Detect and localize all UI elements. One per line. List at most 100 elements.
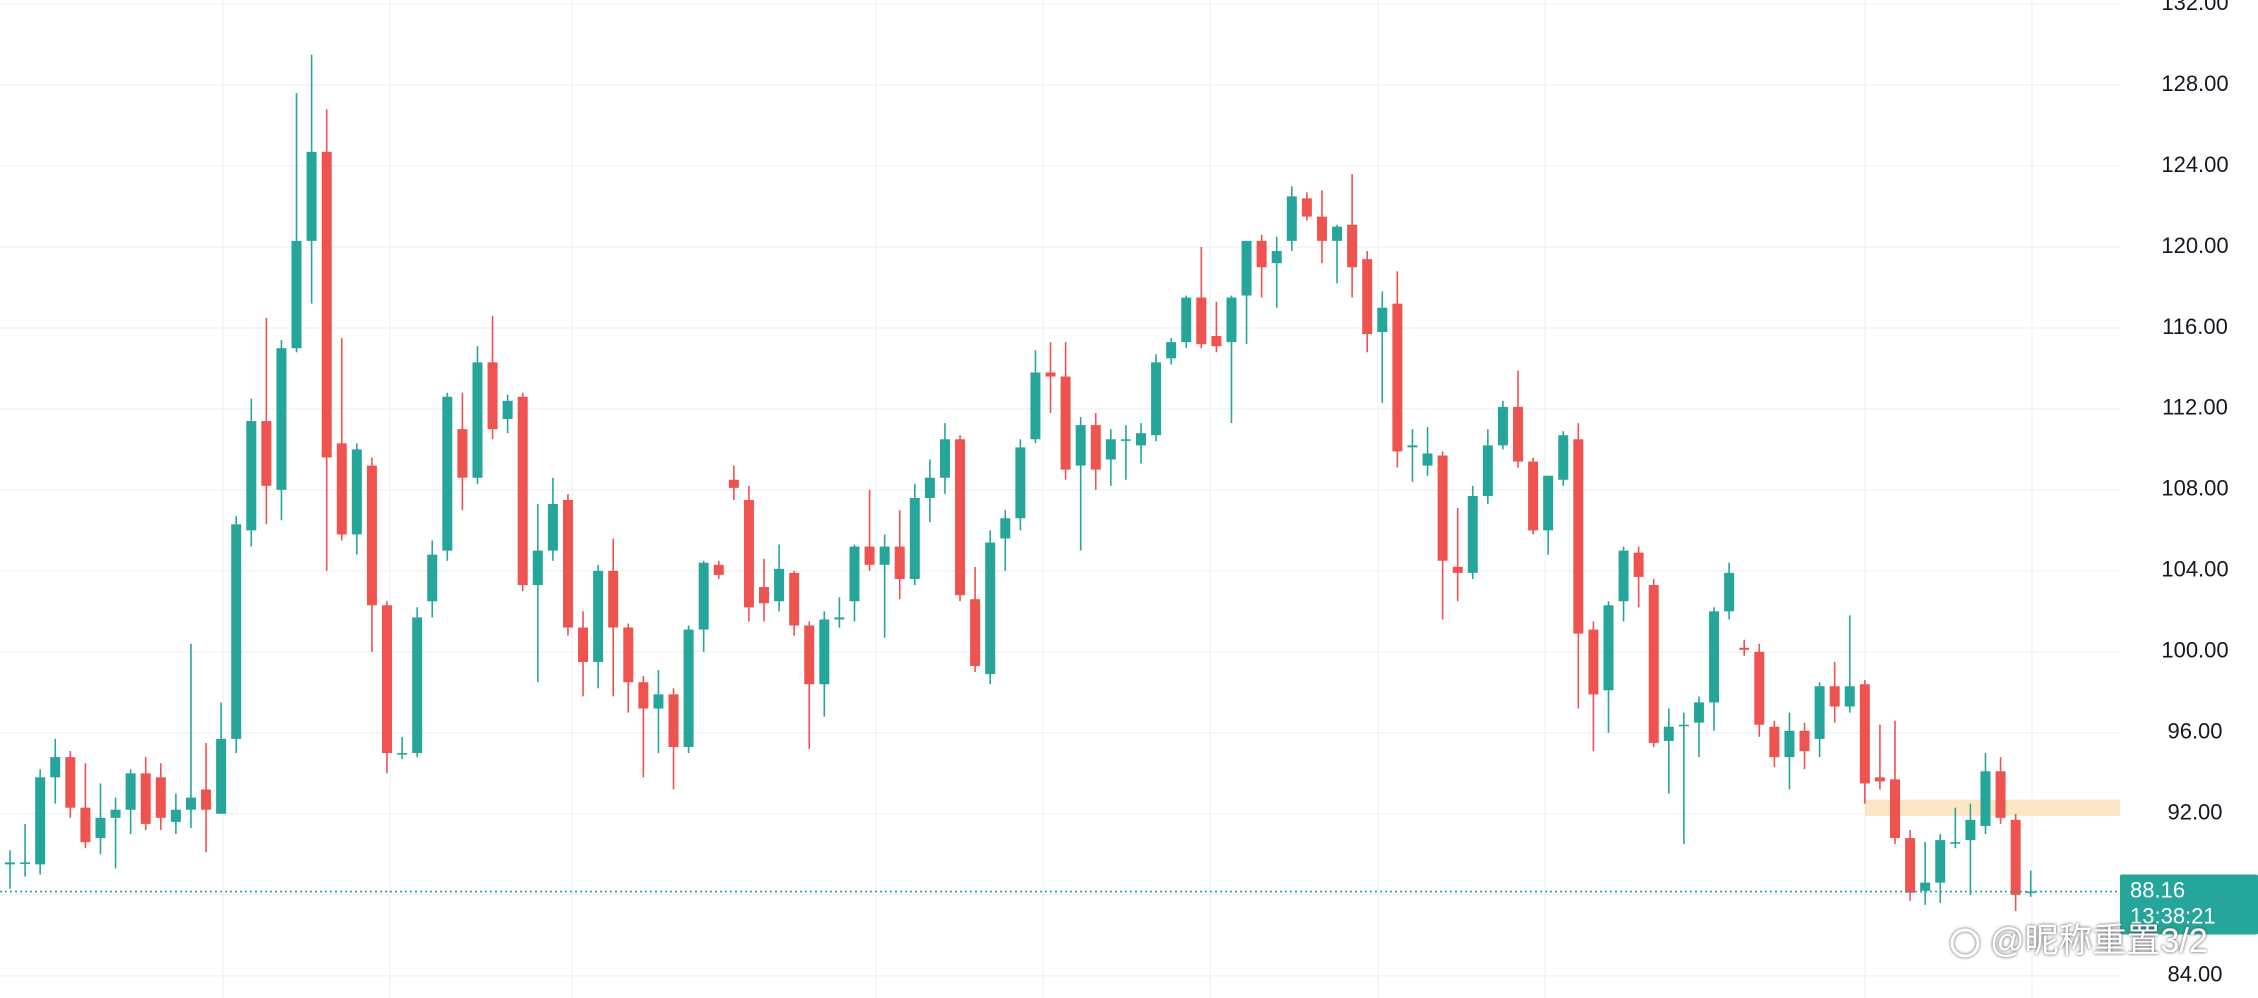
candle-body xyxy=(1965,819,1976,841)
candle-body xyxy=(1648,585,1659,743)
candle-body xyxy=(487,362,498,430)
candle-body xyxy=(1316,216,1327,241)
candle-body xyxy=(502,400,513,420)
candle-body xyxy=(1181,297,1192,343)
candle-body xyxy=(955,439,966,596)
candle-body xyxy=(1528,461,1539,531)
candle-body xyxy=(1196,297,1207,345)
candle-body xyxy=(1784,730,1795,758)
candle-body xyxy=(789,572,800,626)
candle-body xyxy=(728,479,739,488)
candle-body xyxy=(1709,611,1720,703)
candle-body xyxy=(216,738,227,814)
candle-body xyxy=(1558,435,1569,480)
candle-body xyxy=(321,151,332,458)
candle-body xyxy=(1935,840,1946,883)
candle-body xyxy=(1105,439,1116,460)
candle-body xyxy=(804,625,815,685)
y-tick-label: 120.00 xyxy=(2161,233,2228,258)
candle-body xyxy=(1482,445,1493,496)
candle-body xyxy=(1136,433,1146,446)
candle-body xyxy=(231,524,242,739)
candle-body xyxy=(1513,406,1523,462)
y-tick-label: 84.00 xyxy=(2167,962,2222,987)
y-tick-label: 132.00 xyxy=(2161,0,2228,15)
candle-body xyxy=(638,682,649,709)
y-tick-label: 96.00 xyxy=(2167,719,2222,744)
candle-body xyxy=(472,362,483,478)
candle-body xyxy=(1347,224,1358,268)
candle-body xyxy=(970,599,981,667)
candle-body xyxy=(713,564,724,575)
candle-body xyxy=(1015,447,1026,519)
price-axis: 84.0088.0092.0096.00100.00104.00108.0011… xyxy=(2161,0,2228,987)
candle-body xyxy=(397,753,408,755)
candle-body xyxy=(1030,372,1041,440)
candle-body xyxy=(1000,518,1011,539)
horizontal-grid xyxy=(0,3,2120,977)
candle-body xyxy=(894,546,905,579)
y-tick-label: 128.00 xyxy=(2161,71,2228,96)
candle-body xyxy=(1874,777,1885,782)
candle-body xyxy=(819,619,830,685)
candle-body xyxy=(1754,651,1765,725)
candle-body xyxy=(201,789,212,810)
candle-body xyxy=(1362,259,1373,335)
candle-body xyxy=(774,568,785,602)
candle-body xyxy=(35,777,46,865)
price-zone xyxy=(1865,799,2120,816)
candle-body xyxy=(1814,686,1825,739)
candle-body xyxy=(1226,297,1237,343)
candle-body xyxy=(1739,647,1750,650)
last-price-box xyxy=(2120,874,2258,935)
candle-body xyxy=(608,570,619,628)
y-tick-label: 124.00 xyxy=(2161,152,2228,177)
watermark: @昵称重置3/2 xyxy=(1990,922,2208,960)
candle-body xyxy=(412,617,423,754)
candle-body xyxy=(1166,342,1177,359)
candle-body xyxy=(170,809,181,822)
candle-body xyxy=(939,439,950,478)
candle-body xyxy=(562,500,573,628)
candle-body xyxy=(698,562,709,630)
candle-body xyxy=(1693,702,1704,723)
candle-body xyxy=(623,627,634,683)
zone-layer xyxy=(1865,799,2120,816)
candle-body xyxy=(517,396,528,586)
candle-body xyxy=(1905,838,1916,893)
candle-body xyxy=(743,500,754,608)
candle-body xyxy=(276,348,287,490)
candle-body xyxy=(1241,240,1252,296)
candle-body xyxy=(1332,226,1343,241)
candle-body xyxy=(1543,475,1554,531)
candle-body xyxy=(1392,303,1403,452)
candles xyxy=(5,54,2036,911)
candle-body xyxy=(65,757,76,808)
candle-body xyxy=(1075,425,1086,466)
candle-body xyxy=(1497,406,1508,446)
candle-body xyxy=(1467,495,1478,573)
candle-body xyxy=(261,421,272,486)
candle-body xyxy=(1633,552,1644,577)
candle-body xyxy=(125,773,136,810)
candle-body xyxy=(1769,726,1780,758)
vertical-grid xyxy=(222,0,2033,998)
candle-body xyxy=(1678,724,1689,727)
candle-body xyxy=(1256,240,1267,268)
candle-body xyxy=(366,465,377,606)
candle-body xyxy=(1211,336,1222,347)
candle-body xyxy=(427,554,438,602)
candle-body xyxy=(578,627,589,662)
y-tick-label: 108.00 xyxy=(2161,476,2228,501)
candle-body xyxy=(1090,425,1101,470)
candle-body xyxy=(985,542,996,675)
candle-body xyxy=(291,240,302,349)
candle-body xyxy=(547,504,558,551)
watermark-icon xyxy=(1950,928,1980,958)
candle-body xyxy=(593,570,604,662)
candle-body xyxy=(306,151,317,241)
candle-body xyxy=(1890,779,1900,839)
candle-body xyxy=(759,587,769,604)
candle-body xyxy=(140,773,151,824)
